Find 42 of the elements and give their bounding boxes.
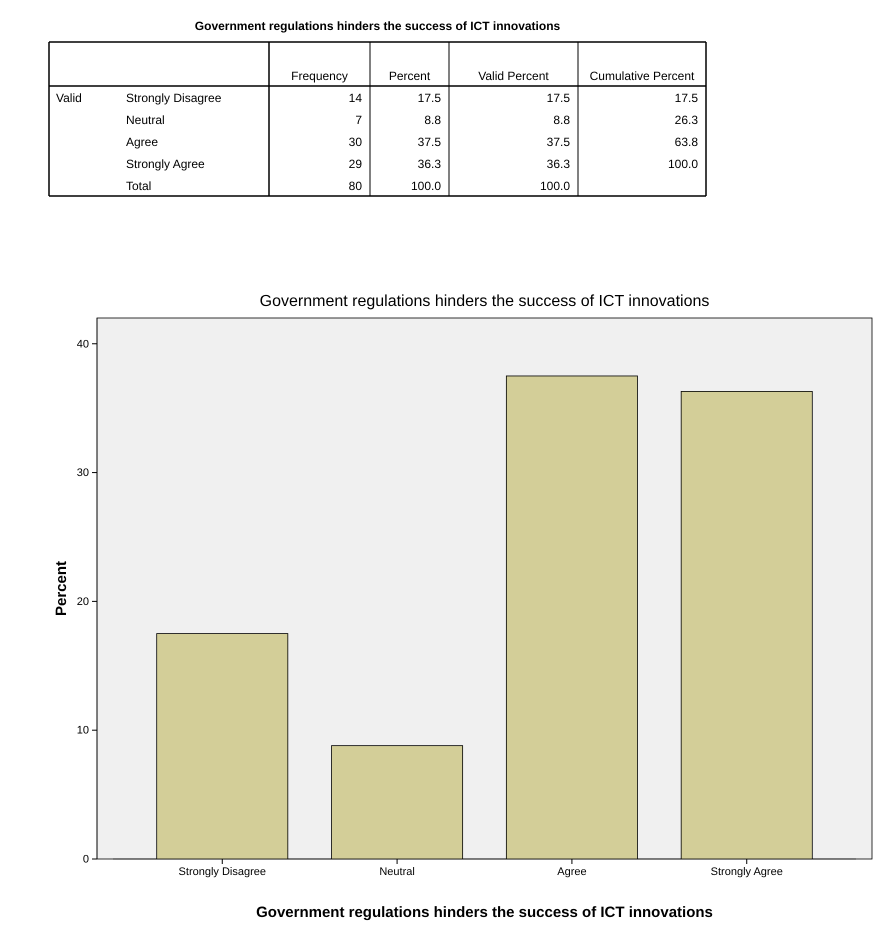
data-label: 30 — [348, 135, 362, 149]
x-tick-label: Neutral — [379, 866, 415, 878]
data-label: 63.8 — [674, 135, 698, 149]
x-tick-label: Agree — [557, 866, 587, 878]
data-label: 36.3 — [546, 157, 570, 171]
y-tick-label: 10 — [76, 724, 89, 737]
category-label: Agree — [126, 135, 158, 149]
y-tick-label: 0 — [82, 854, 89, 866]
data-label: 17.5 — [674, 91, 698, 105]
text: Government regulations hinders the success of ICT innovations — [194, 19, 561, 33]
data-label: 36.3 — [418, 157, 442, 171]
data-label: 37.5 — [546, 135, 570, 149]
data-label: 80 — [348, 179, 362, 193]
x-tick-label: Strongly Disagree — [178, 866, 266, 878]
chart-title: Government regulations hinders the success of ICT innovations — [260, 293, 710, 310]
data-label: 8.8 — [553, 113, 570, 127]
data-label: 100.0 — [668, 157, 698, 171]
data-label: 17.5 — [418, 91, 442, 105]
category-label: Neutral — [126, 113, 165, 127]
text: Frequency — [291, 69, 348, 83]
data-label: 7 — [355, 113, 362, 127]
y-tick-label: 30 — [76, 467, 89, 480]
data-label: 100.0 — [540, 179, 570, 193]
data-label: 8.8 — [424, 113, 442, 127]
data-label: 17.5 — [546, 91, 570, 105]
data-label: 14 — [348, 91, 362, 105]
x-tick-label: Strongly Agree — [710, 866, 783, 878]
data-label: 26.3 — [674, 113, 698, 127]
text: Valid — [56, 91, 82, 105]
text: Valid Percent — [478, 69, 550, 83]
text: Cumulative Percent — [590, 69, 696, 83]
y-tick-label: 20 — [76, 596, 89, 608]
data-label: 100.0 — [410, 179, 442, 193]
data-label: 29 — [348, 157, 362, 171]
text: Percent — [388, 69, 431, 83]
data-label: 37.5 — [418, 135, 442, 149]
y-tick-label: 40 — [76, 338, 89, 350]
y-axis-title: Percent — [53, 560, 70, 616]
x-axis-title: Government regulations hinders the success of ICT innovations — [256, 904, 713, 921]
category-label: Strongly Agree — [126, 157, 206, 171]
category-label: Total — [126, 179, 152, 193]
category-label: Strongly Disagree — [126, 91, 222, 105]
